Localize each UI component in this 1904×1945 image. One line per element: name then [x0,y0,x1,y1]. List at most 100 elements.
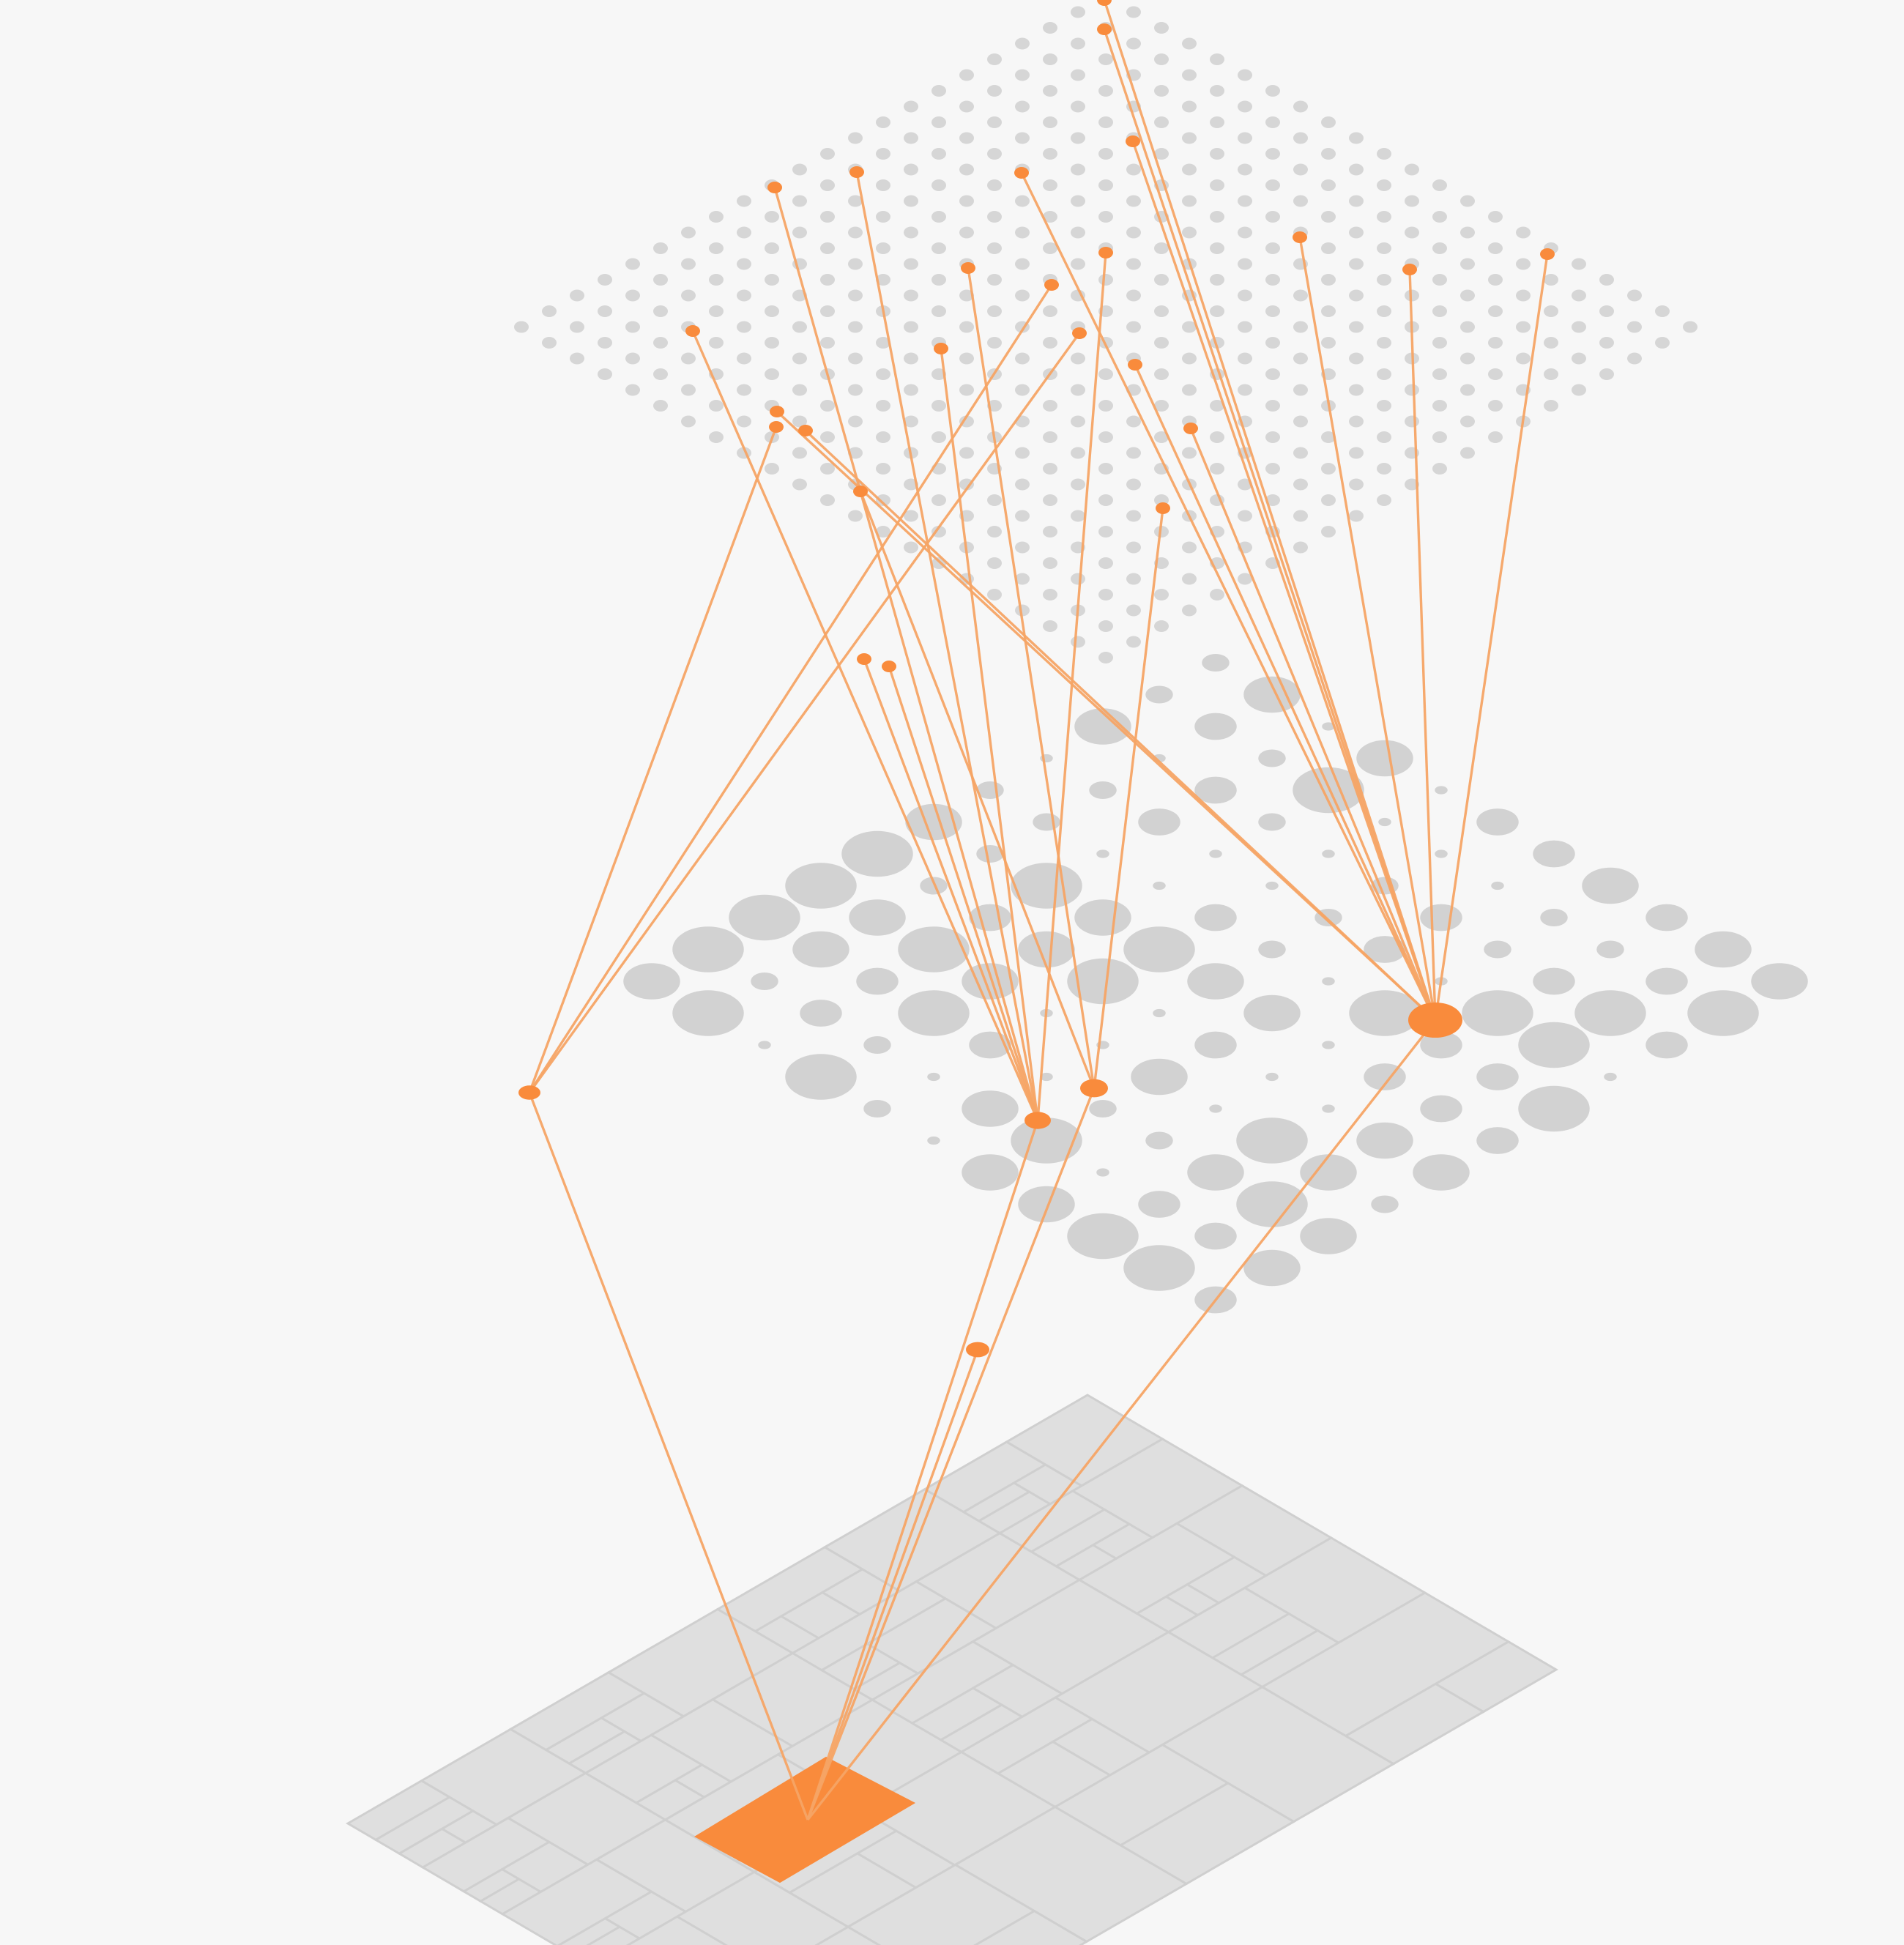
grid-dot [931,148,946,160]
weighted-dot [1011,1117,1082,1164]
grid-dot [931,494,946,506]
grid-dot [709,337,724,349]
highlighted-top-dot [685,325,700,337]
middle-weighted-layer [623,654,1808,1314]
grid-dot [1182,226,1197,239]
weighted-dot [962,963,1019,1000]
grid-dot [1071,132,1085,144]
grid-dot [904,289,918,302]
grid-dot [1015,541,1030,554]
grid-dot [1043,494,1057,506]
grid-dot [1265,274,1280,286]
connection-lines [528,0,1549,1821]
grid-dot [820,179,835,191]
weighted-dot [1491,881,1504,890]
grid-dot [765,305,779,317]
grid-dot [1238,384,1252,396]
weighted-dot [863,1100,891,1117]
weighted-dot [1518,1085,1590,1132]
grid-dot [1098,148,1113,160]
grid-dot [1432,337,1447,349]
grid-dot [1015,195,1030,207]
grid-dot [1210,305,1224,317]
weighted-dot [1356,740,1413,777]
grid-dot [1349,447,1364,459]
grid-dot [1182,37,1197,50]
weighted-dot [1153,1008,1166,1018]
grid-dot [1098,274,1113,286]
weighted-dot [1574,990,1646,1036]
weighted-dot [898,926,970,972]
grid-dot [709,400,724,412]
grid-dot [1405,415,1419,428]
grid-dot [1544,274,1558,286]
grid-dot [1321,274,1336,286]
grid-dot [1572,384,1586,396]
weighted-dot [1202,654,1230,672]
highlighted-top-dot [1097,23,1112,35]
grid-dot [1488,368,1503,380]
weighted-dot [1145,1131,1173,1150]
weighted-dot [1596,940,1624,959]
grid-dot [1265,85,1280,97]
grid-dot [1488,337,1503,349]
weighted-dot [962,1154,1019,1191]
grid-dot [1321,337,1336,349]
grid-dot [1293,510,1308,522]
grid-dot [1544,337,1558,349]
grid-dot [1349,478,1364,491]
grid-dot [1460,321,1475,333]
grid-dot [1460,226,1475,239]
grid-dot [1238,100,1252,113]
weighted-dot [1533,967,1575,995]
grid-dot [1377,274,1391,286]
grid-dot [931,179,946,191]
grid-dot [1154,431,1169,443]
grid-dot [1126,573,1141,585]
grid-dot [1098,431,1113,443]
grid-dot [931,526,946,538]
grid-dot [1182,100,1197,113]
grid-dot [987,557,1002,569]
grid-dot [1126,321,1141,333]
weighted-dot [1145,685,1173,704]
grid-dot [1071,100,1085,113]
weighted-dot [1138,1191,1180,1218]
weighted-dot [672,990,744,1036]
top-grid-layer [514,0,1697,663]
grid-dot [1238,132,1252,144]
grid-dot [1015,352,1030,365]
grid-dot [1655,337,1670,349]
grid-dot [1098,652,1113,663]
grid-dot [820,337,835,349]
weighted-dot [1265,1072,1279,1082]
highlighted-middle-dot [518,1085,540,1100]
grid-dot [1460,258,1475,270]
grid-dot [765,337,779,349]
weighted-dot [1243,676,1301,713]
weighted-dot [1243,994,1301,1032]
treemap-cell [625,1915,728,1945]
grid-dot [1043,337,1057,349]
connection-line [1103,29,1437,1021]
grid-dot [709,211,724,223]
grid-dot [1126,6,1141,18]
weighted-dot [1476,1063,1519,1090]
grid-dot [1488,242,1503,254]
grid-dot [681,352,696,365]
grid-dot [1265,463,1280,475]
weighted-dot [729,894,800,941]
grid-dot [959,289,974,302]
highlighted-top-dot [934,343,948,354]
grid-dot [1043,557,1057,569]
grid-dot [792,321,807,333]
grid-dot [959,226,974,239]
grid-dot [1349,321,1364,333]
grid-dot [1544,305,1558,317]
grid-dot [1627,352,1642,365]
grid-dot [1182,573,1197,585]
grid-dot [1182,447,1197,459]
grid-dot [820,400,835,412]
grid-dot [1460,415,1475,428]
grid-dot [987,242,1002,254]
